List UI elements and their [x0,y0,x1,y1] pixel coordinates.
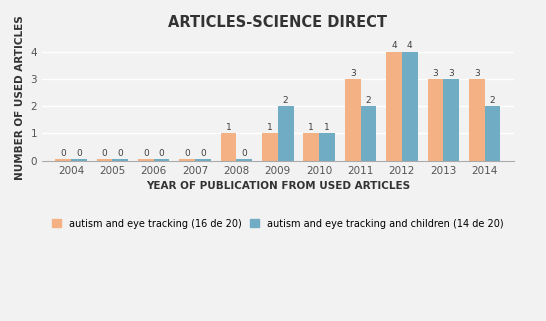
Bar [386,52,402,161]
Bar [195,159,211,161]
Bar [221,134,236,161]
Legend: autism and eye tracking (16 de 20), autism and eye tracking and children (14 de : autism and eye tracking (16 de 20), auti… [49,216,507,232]
Bar [402,52,418,161]
Text: 0: 0 [102,149,108,158]
Bar [55,159,71,161]
Text: 0: 0 [185,149,190,158]
Text: 0: 0 [117,149,123,158]
Text: 4: 4 [391,41,397,50]
X-axis label: YEAR OF PUBLICATION FROM USED ARTICLES: YEAR OF PUBLICATION FROM USED ARTICLES [146,181,410,191]
Bar [319,134,335,161]
Text: 4: 4 [407,41,413,50]
Text: 1: 1 [225,123,232,132]
Bar [180,159,195,161]
Bar [236,159,252,161]
Bar [360,106,376,161]
Text: 2: 2 [283,96,288,105]
Bar [304,134,319,161]
Bar [138,159,154,161]
Text: 3: 3 [448,69,454,78]
Bar [345,79,360,161]
Bar [112,159,128,161]
Title: ARTICLES-SCIENCE DIRECT: ARTICLES-SCIENCE DIRECT [168,15,387,30]
Bar [262,134,278,161]
Text: 0: 0 [60,149,66,158]
Bar [469,79,485,161]
Bar [97,159,112,161]
Text: 2: 2 [366,96,371,105]
Text: 2: 2 [490,96,495,105]
Text: 3: 3 [350,69,355,78]
Bar [428,79,443,161]
Text: 3: 3 [474,69,479,78]
Text: 0: 0 [241,149,247,158]
Text: 3: 3 [432,69,438,78]
Bar [278,106,294,161]
Text: 0: 0 [76,149,82,158]
Text: 1: 1 [267,123,273,132]
Text: 0: 0 [143,149,149,158]
Bar [443,79,459,161]
Text: 1: 1 [324,123,330,132]
Text: 0: 0 [159,149,164,158]
Text: 1: 1 [308,123,314,132]
Text: 0: 0 [200,149,206,158]
Bar [485,106,500,161]
Bar [154,159,169,161]
Y-axis label: NUMBER OF USED ARTICLES: NUMBER OF USED ARTICLES [15,16,25,180]
Bar [71,159,87,161]
